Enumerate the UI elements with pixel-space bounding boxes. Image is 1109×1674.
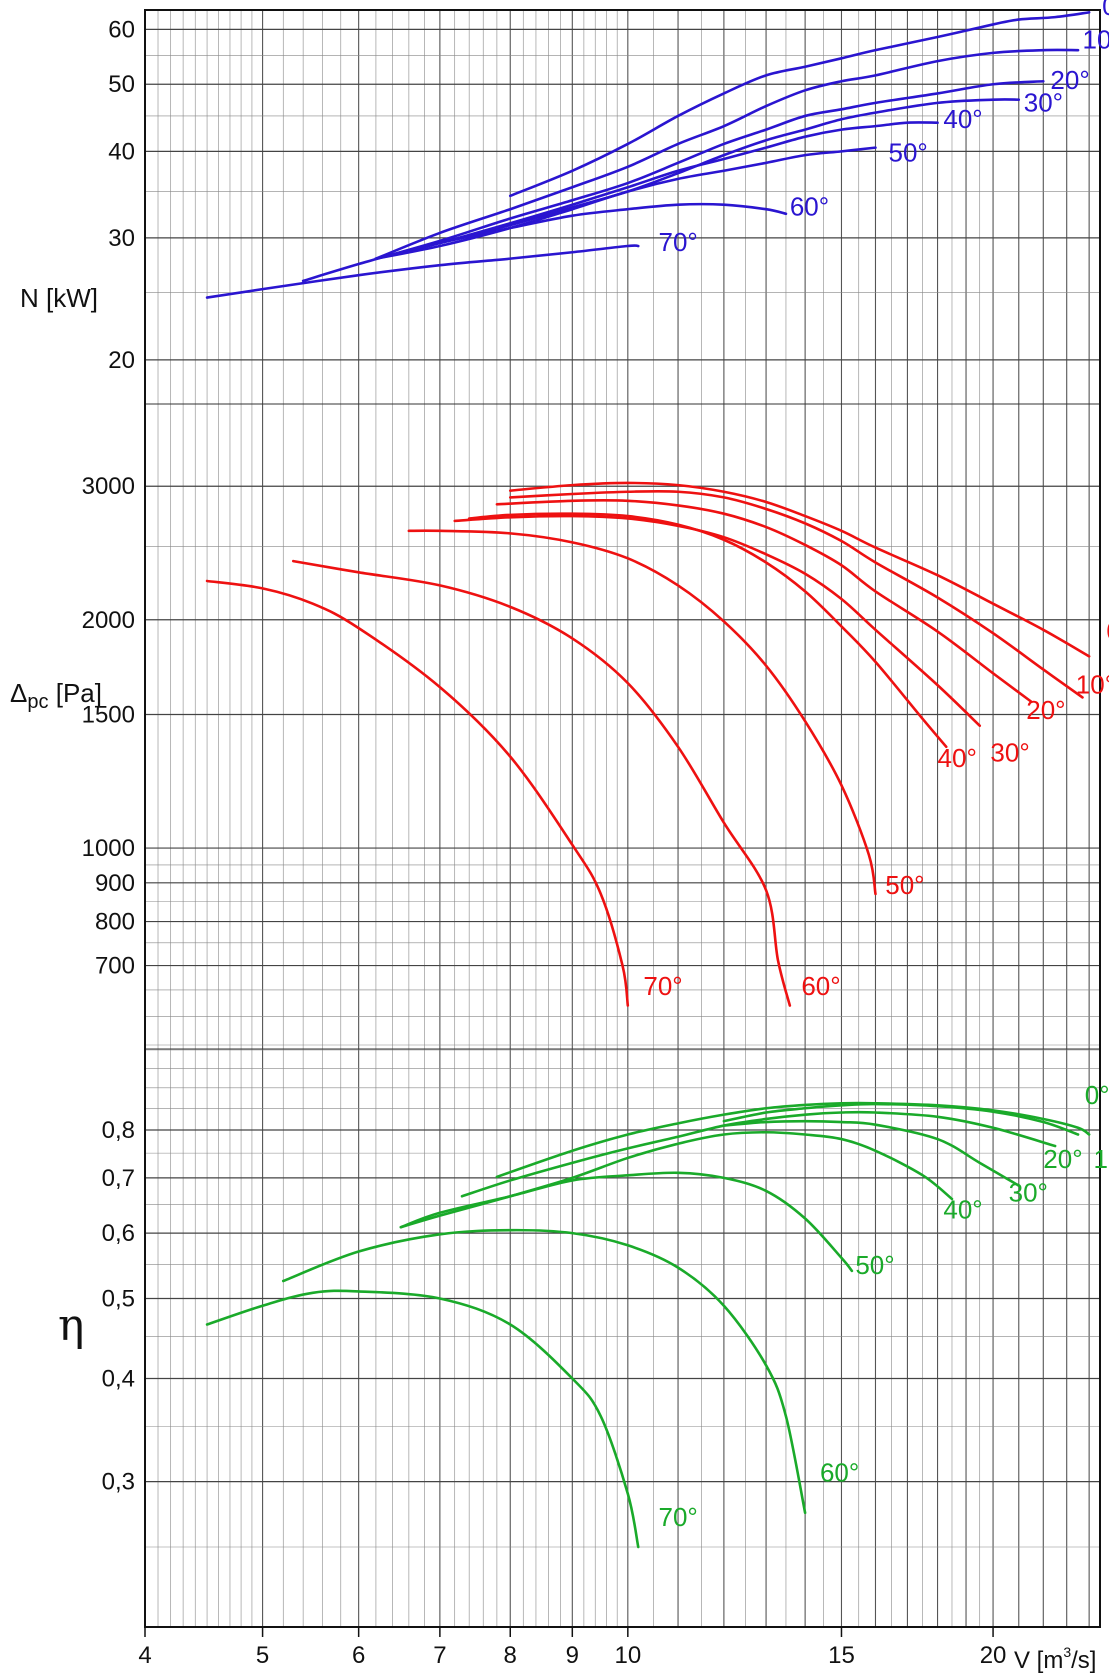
y-tick-label: 0,4 — [102, 1365, 135, 1392]
y-tick-label: 0,5 — [102, 1286, 135, 1313]
pressure-curve-label: 70° — [643, 971, 682, 1001]
efficiency-curve-label: 60° — [820, 1458, 859, 1488]
pressure-curve-10deg — [508, 489, 1084, 699]
x-tick-label: 9 — [566, 1642, 579, 1669]
efficiency-curve-label: 20° — [1043, 1144, 1082, 1174]
pressure-curve-60deg — [291, 559, 792, 1007]
y-tick-label: 0,6 — [102, 1220, 135, 1247]
pressure-curve-label: 60° — [801, 971, 840, 1001]
y-tick-label: 20 — [108, 347, 135, 374]
pressure-curve-label: 20° — [1026, 695, 1065, 725]
plot-frame — [144, 9, 1101, 1637]
efficiency-curve-10deg — [722, 1102, 1080, 1136]
efficiency-curve-0deg — [495, 1101, 1091, 1179]
efficiency-curve-50deg — [399, 1171, 854, 1273]
efficiency-curve-label: 0° — [1085, 1080, 1109, 1110]
efficiency-curve-label: 10° — [1094, 1144, 1109, 1174]
y-tick-label: 700 — [95, 953, 135, 980]
y-tick-label: 0,8 — [102, 1117, 135, 1144]
power-curve-label: 60° — [790, 192, 829, 222]
axis-titles: N [kW] Δpc [Pa] η V [m3/s] — [10, 283, 1096, 1674]
power-curve-label: 0° — [1102, 0, 1109, 21]
efficiency-curve-label: 50° — [855, 1250, 894, 1280]
x-axis-title: V [m3/s] — [1014, 1644, 1096, 1674]
efficiency-curve-label: 70° — [659, 1502, 698, 1532]
efficiency-curve-30deg — [722, 1119, 1021, 1187]
tick-labels: 20 30 40 50 60 700 800 900 1000 1500 2000 3000 0,3 0,… — [82, 16, 1007, 1669]
power-curve-label: 70° — [659, 227, 698, 257]
y-tick-label: 40 — [108, 138, 135, 165]
power-curve-10deg — [374, 48, 1080, 260]
x-tick-label: 15 — [828, 1642, 855, 1669]
power-curve-50deg — [374, 146, 877, 260]
efficiency-curve-label: 40° — [943, 1195, 982, 1225]
x-tick-label: 20 — [980, 1642, 1007, 1669]
y-tick-label: 0,3 — [102, 1469, 135, 1496]
y-tick-label: 0,7 — [102, 1165, 135, 1192]
y-tick-label: 50 — [108, 71, 135, 98]
power-curve-30deg — [374, 98, 1021, 260]
pressure-curve-0deg — [508, 481, 1091, 658]
pressure-curve-40deg — [467, 512, 948, 749]
pressure-curve-label: 30° — [990, 738, 1029, 768]
x-tick-label: 10 — [614, 1642, 641, 1669]
y-tick-label: 60 — [108, 16, 135, 43]
power-curve-70deg — [205, 244, 640, 299]
pressure-curve-30deg — [453, 514, 982, 727]
y-tick-label: 2000 — [82, 607, 135, 634]
curves: 0°10°20°30°40°50°60°70°0°10°20°30°40°50°… — [205, 0, 1109, 1549]
y-tick-label: 900 — [95, 870, 135, 897]
pressure-curve-70deg — [205, 579, 630, 1007]
y-tick-label: 3000 — [82, 473, 135, 500]
x-tick-label: 4 — [138, 1642, 151, 1669]
power-curve-0deg — [508, 11, 1091, 198]
power-axis-title: N [kW] — [20, 283, 98, 313]
efficiency-curve-label: 30° — [1009, 1178, 1048, 1208]
efficiency-axis-title: η — [58, 1300, 84, 1351]
y-tick-label: 30 — [108, 225, 135, 252]
pressure-axis-title: Δpc [Pa] — [10, 678, 102, 713]
plot-border — [144, 9, 1101, 1628]
pressure-curve-50deg — [407, 529, 877, 896]
x-tick-label: 8 — [504, 1642, 517, 1669]
pressure-curve-20deg — [495, 499, 1033, 703]
pressure-curve-label: 50° — [885, 870, 924, 900]
pressure-curve-label: 10° — [1076, 669, 1109, 699]
y-tick-label: 1500 — [82, 702, 135, 729]
power-curve-60deg — [374, 202, 788, 260]
efficiency-curve-60deg — [281, 1228, 807, 1515]
pressure-curve-label: 0° — [1106, 616, 1109, 646]
power-curve-label: 10° — [1083, 25, 1109, 55]
power-curve-label: 30° — [1024, 87, 1063, 117]
power-curve-40deg — [374, 121, 939, 260]
power-curve-label: 50° — [888, 137, 927, 167]
efficiency-curve-70deg — [205, 1289, 640, 1549]
y-tick-label: 800 — [95, 909, 135, 936]
x-tick-label: 6 — [352, 1642, 365, 1669]
x-tick-label: 5 — [256, 1642, 269, 1669]
power-curve-label: 40° — [943, 104, 982, 134]
efficiency-curve-20deg — [460, 1110, 1057, 1198]
power-curve-label: 20° — [1050, 65, 1089, 95]
y-tick-label: 1000 — [82, 835, 135, 862]
power-curve-20deg — [301, 79, 1045, 283]
pressure-curve-label: 40° — [938, 743, 977, 773]
grid — [144, 10, 1100, 1628]
x-tick-label: 7 — [433, 1642, 446, 1669]
